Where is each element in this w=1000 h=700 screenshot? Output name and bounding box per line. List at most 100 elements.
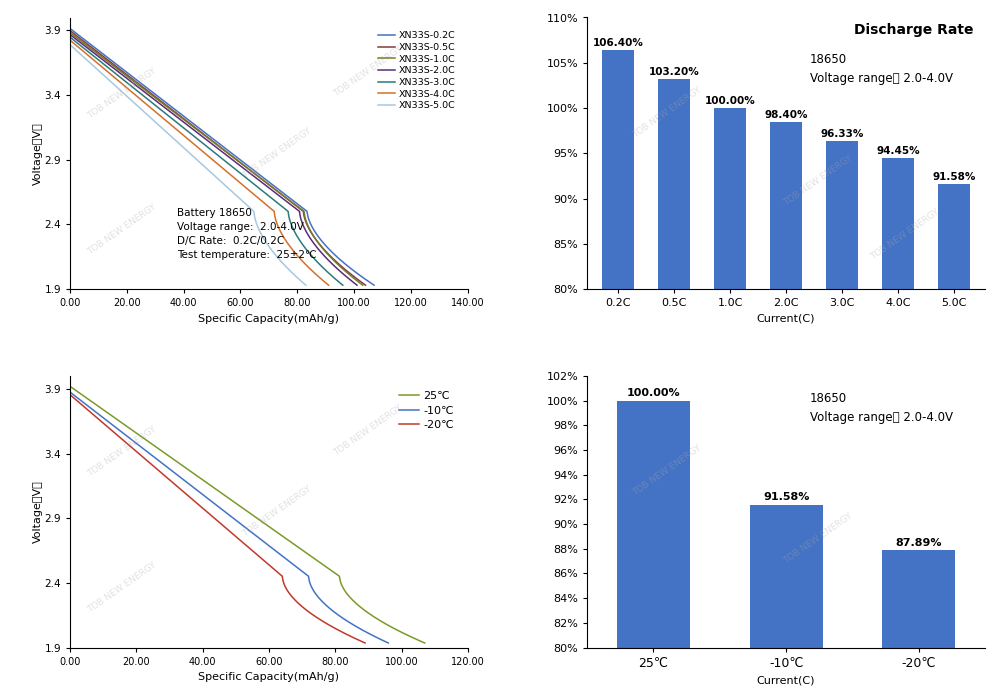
-10℃ xyxy=(64,388,76,396)
XN33S-3.0C xyxy=(236,170,248,178)
XN33S-5.0C xyxy=(64,41,76,49)
Text: Battery 18650
Voltage range:  2.0-4.0V
D/C Rate:  0.2C/0.2C
Test temperature:  2: Battery 18650 Voltage range: 2.0-4.0V D/… xyxy=(177,208,317,260)
Text: TOB NEW ENERGY: TOB NEW ENERGY xyxy=(86,66,158,120)
XN33S-0.2C xyxy=(64,25,76,33)
X-axis label: Current(C): Current(C) xyxy=(757,675,815,685)
XN33S-2.0C xyxy=(158,102,170,111)
XN33S-5.0C xyxy=(234,195,246,203)
Text: 18650
Voltage range： 2.0-4.0V: 18650 Voltage range： 2.0-4.0V xyxy=(810,392,953,424)
XN33S-3.0C xyxy=(337,281,349,289)
XN33S-1.0C xyxy=(277,191,289,200)
25℃ xyxy=(419,639,431,648)
XN33S-3.0C xyxy=(97,60,109,68)
-10℃ xyxy=(295,566,307,575)
Text: TOB NEW ENERGY: TOB NEW ENERGY xyxy=(869,208,941,262)
XN33S-4.0C xyxy=(95,62,107,71)
Text: 100.00%: 100.00% xyxy=(705,96,755,106)
XN33S-2.0C xyxy=(99,57,111,65)
Line: -10℃: -10℃ xyxy=(70,392,388,643)
25℃ xyxy=(64,382,76,391)
Line: XN33S-0.2C: XN33S-0.2C xyxy=(70,29,374,285)
Bar xyxy=(826,141,858,700)
Line: -20℃: -20℃ xyxy=(70,395,365,643)
XN33S-0.5C xyxy=(279,193,291,201)
-10℃ xyxy=(190,485,202,494)
XN33S-0.2C xyxy=(184,117,196,125)
Line: XN33S-3.0C: XN33S-3.0C xyxy=(70,37,343,285)
Bar xyxy=(617,400,690,700)
Bar xyxy=(882,550,955,700)
XN33S-5.0C xyxy=(212,175,224,183)
Line: XN33S-0.5C: XN33S-0.5C xyxy=(70,31,366,285)
XN33S-4.0C xyxy=(148,106,160,115)
Line: XN33S-4.0C: XN33S-4.0C xyxy=(70,40,329,285)
XN33S-0.2C xyxy=(255,172,267,181)
XN33S-0.2C xyxy=(283,194,295,202)
Text: TOB NEW ENERGY: TOB NEW ENERGY xyxy=(86,425,158,479)
25℃ xyxy=(180,463,192,472)
Text: 18650
Voltage range： 2.0-4.0V: 18650 Voltage range： 2.0-4.0V xyxy=(810,52,953,85)
Line: XN33S-5.0C: XN33S-5.0C xyxy=(70,45,306,285)
XN33S-1.0C xyxy=(64,29,76,37)
XN33S-5.0C xyxy=(141,110,153,118)
Text: TOB NEW ENERGY: TOB NEW ENERGY xyxy=(631,85,703,139)
25℃ xyxy=(287,540,299,548)
-20℃ xyxy=(359,639,371,648)
Text: 103.20%: 103.20% xyxy=(649,66,699,77)
XN33S-0.5C xyxy=(360,281,372,289)
-20℃ xyxy=(250,550,262,558)
XN33S-3.0C xyxy=(261,190,273,199)
XN33S-4.0C xyxy=(251,193,263,201)
XN33S-0.5C xyxy=(181,117,193,125)
Text: 94.45%: 94.45% xyxy=(876,146,920,156)
XN33S-4.0C xyxy=(323,281,335,289)
25℃ xyxy=(204,481,216,489)
Text: TOB NEW ENERGY: TOB NEW ENERGY xyxy=(332,403,404,457)
XN33S-4.0C xyxy=(166,122,178,130)
XN33S-1.0C xyxy=(159,102,171,110)
XN33S-2.0C xyxy=(64,30,76,38)
XN33S-5.0C xyxy=(300,281,312,289)
-20℃ xyxy=(277,576,289,584)
-10℃ xyxy=(294,566,306,574)
Text: 106.40%: 106.40% xyxy=(593,38,643,48)
XN33S-1.0C xyxy=(99,55,111,64)
Text: TOB NEW ENERGY: TOB NEW ENERGY xyxy=(631,444,703,498)
XN33S-0.2C xyxy=(368,281,380,289)
Bar xyxy=(750,505,823,700)
Legend: XN33S-0.2C, XN33S-0.5C, XN33S-1.0C, XN33S-2.0C, XN33S-3.0C, XN33S-4.0C, XN33S-5.: XN33S-0.2C, XN33S-0.5C, XN33S-1.0C, XN33… xyxy=(374,28,459,114)
Text: TOB NEW ENERGY: TOB NEW ENERGY xyxy=(782,512,854,566)
-20℃ xyxy=(64,391,76,399)
Bar xyxy=(938,184,970,700)
XN33S-0.5C xyxy=(277,192,289,200)
XN33S-0.5C xyxy=(100,54,112,62)
XN33S-3.0C xyxy=(153,104,165,112)
X-axis label: Specific Capacity(mAh/g): Specific Capacity(mAh/g) xyxy=(198,314,339,323)
XN33S-5.0C xyxy=(235,196,247,204)
-20℃ xyxy=(181,491,193,499)
Text: TOB NEW ENERGY: TOB NEW ENERGY xyxy=(86,561,158,615)
X-axis label: Current(C): Current(C) xyxy=(757,314,815,323)
XN33S-4.0C xyxy=(227,172,239,181)
XN33S-1.0C xyxy=(357,281,369,289)
XN33S-0.2C xyxy=(163,101,175,109)
XN33S-0.5C xyxy=(250,170,262,178)
Bar xyxy=(770,122,802,700)
Text: 91.58%: 91.58% xyxy=(763,492,809,502)
XN33S-2.0C xyxy=(245,169,257,178)
Text: TOB NEW ENERGY: TOB NEW ENERGY xyxy=(241,484,313,539)
Text: Discharge Rate: Discharge Rate xyxy=(854,23,973,37)
Text: TOB NEW ENERGY: TOB NEW ENERGY xyxy=(86,202,158,256)
XN33S-0.5C xyxy=(160,101,172,109)
Text: 91.58%: 91.58% xyxy=(932,172,976,182)
Text: TOB NEW ENERGY: TOB NEW ENERGY xyxy=(782,153,854,207)
XN33S-2.0C xyxy=(273,191,285,200)
Text: 98.40%: 98.40% xyxy=(764,110,808,120)
Text: 100.00%: 100.00% xyxy=(627,389,680,398)
XN33S-0.5C xyxy=(64,27,76,35)
Bar xyxy=(658,79,690,700)
XN33S-2.0C xyxy=(351,281,363,289)
Text: TOB NEW ENERGY: TOB NEW ENERGY xyxy=(241,126,313,181)
Legend: 25℃, -10℃, -20℃: 25℃, -10℃, -20℃ xyxy=(394,387,458,435)
XN33S-2.0C xyxy=(271,190,283,198)
